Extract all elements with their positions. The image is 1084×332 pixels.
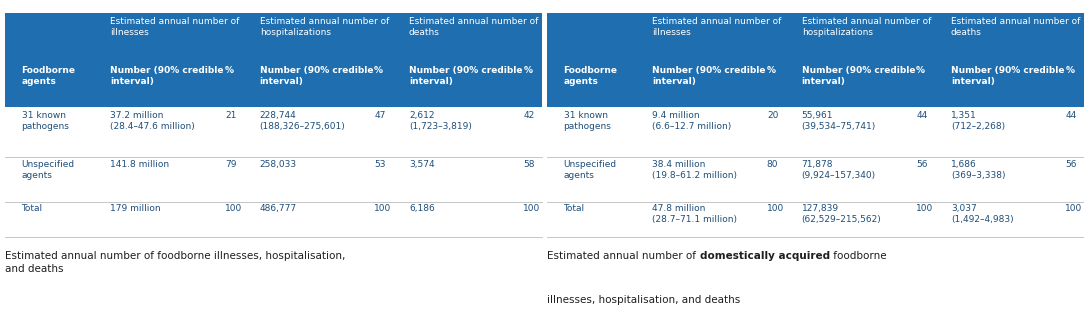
Text: 42: 42 [524,111,534,120]
Text: 53: 53 [374,160,386,169]
Text: illnesses, hospitalisation, and deaths: illnesses, hospitalisation, and deaths [547,295,740,305]
Text: Foodborne
agents: Foodborne agents [22,66,76,86]
Text: %: % [224,66,234,75]
Text: Number (90% credible
interval): Number (90% credible interval) [111,66,224,86]
Text: 79: 79 [224,160,236,169]
Text: 38.4 million
(19.8–61.2 million): 38.4 million (19.8–61.2 million) [653,160,737,180]
Bar [5,202,542,237]
Text: %: % [374,66,383,75]
Text: 100: 100 [766,205,784,213]
Text: Number (90% credible
interval): Number (90% credible interval) [951,66,1064,86]
Text: 1,686
(369–3,338): 1,686 (369–3,338) [951,160,1005,180]
Text: 3,574: 3,574 [409,160,435,169]
Text: 44: 44 [916,111,927,120]
Text: 44: 44 [1066,111,1076,120]
Text: Estimated annual number of
hospitalizations: Estimated annual number of hospitalizati… [260,17,389,37]
Text: 100: 100 [374,205,391,213]
Text: 21: 21 [224,111,236,120]
Text: %: % [524,66,532,75]
Text: 20: 20 [766,111,778,120]
Bar [547,108,1084,157]
Text: 100: 100 [224,205,242,213]
Text: 58: 58 [524,160,534,169]
Text: 47: 47 [374,111,386,120]
Text: 228,744
(188,326–275,601): 228,744 (188,326–275,601) [260,111,346,131]
Text: Total: Total [22,205,42,213]
Text: Number (90% credible
interval): Number (90% credible interval) [802,66,915,86]
Text: Estimated annual number of
deaths: Estimated annual number of deaths [951,17,1081,37]
Text: Number (90% credible
interval): Number (90% credible interval) [653,66,766,86]
Bar [547,63,1084,108]
Bar [5,63,542,108]
Text: %: % [766,66,776,75]
Text: 55,961
(39,534–75,741): 55,961 (39,534–75,741) [802,111,876,131]
Text: 71,878
(9,924–157,340): 71,878 (9,924–157,340) [802,160,876,180]
Text: 37.2 million
(28.4–47.6 million): 37.2 million (28.4–47.6 million) [111,111,195,131]
Text: 3,037
(1,492–4,983): 3,037 (1,492–4,983) [951,205,1014,224]
Text: 6,186: 6,186 [409,205,435,213]
Bar [5,13,542,63]
Text: Number (90% credible
interval): Number (90% credible interval) [260,66,373,86]
Text: 80: 80 [766,160,778,169]
Bar [5,108,542,157]
Text: Estimated annual number of
illnesses: Estimated annual number of illnesses [111,17,240,37]
Text: 100: 100 [524,205,541,213]
Text: 31 known
pathogens: 31 known pathogens [22,111,69,131]
Text: Estimated annual number of: Estimated annual number of [547,251,699,261]
Text: Estimated annual number of
deaths: Estimated annual number of deaths [409,17,539,37]
Text: Estimated annual number of
illnesses: Estimated annual number of illnesses [653,17,782,37]
Text: foodborne: foodborne [829,251,887,261]
Text: %: % [916,66,925,75]
Text: 31 known
pathogens: 31 known pathogens [564,111,611,131]
Text: 9.4 million
(6.6–12.7 million): 9.4 million (6.6–12.7 million) [653,111,732,131]
Text: 127,839
(62,529–215,562): 127,839 (62,529–215,562) [802,205,881,224]
Text: 100: 100 [1066,205,1083,213]
Text: 100: 100 [916,205,933,213]
Text: 56: 56 [916,160,928,169]
Text: 47.8 million
(28.7–71.1 million): 47.8 million (28.7–71.1 million) [653,205,737,224]
Text: Estimated annual number of
hospitalizations: Estimated annual number of hospitalizati… [802,17,931,37]
Text: 1,351
(712–2,268): 1,351 (712–2,268) [951,111,1005,131]
Text: 179 million: 179 million [111,205,162,213]
Bar [547,13,1084,63]
Text: 486,777: 486,777 [260,205,297,213]
Text: Foodborne
agents: Foodborne agents [564,66,618,86]
Text: Estimated annual number of foodborne illnesses, hospitalisation,
and deaths: Estimated annual number of foodborne ill… [5,251,346,274]
Text: Unspecified
agents: Unspecified agents [22,160,75,180]
Text: Total: Total [564,205,584,213]
Text: Number (90% credible
interval): Number (90% credible interval) [409,66,522,86]
Text: %: % [1066,66,1074,75]
Text: domestically acquired: domestically acquired [699,251,829,261]
Text: 56: 56 [1066,160,1076,169]
Text: 258,033: 258,033 [260,160,297,169]
Text: 2,612
(1,723–3,819): 2,612 (1,723–3,819) [409,111,472,131]
Text: 141.8 million: 141.8 million [111,160,169,169]
Bar [547,202,1084,237]
Bar [547,157,1084,202]
Bar [5,157,542,202]
Text: Unspecified
agents: Unspecified agents [564,160,617,180]
